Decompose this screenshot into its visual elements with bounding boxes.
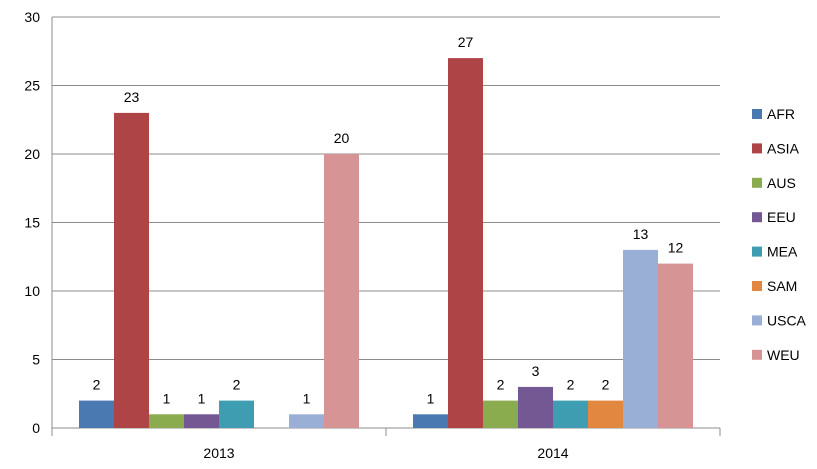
bar-asia-2013 [114, 112, 149, 429]
legend-label-weu: WEU [767, 347, 800, 363]
bar-usca-2014 [623, 249, 658, 428]
legend-swatch-eeu [752, 212, 762, 223]
data-label-weu-2013: 20 [334, 130, 350, 146]
y-tick-label: 15 [24, 215, 40, 231]
data-label-eeu-2014: 3 [532, 363, 540, 379]
data-label-aus-2014: 2 [497, 377, 505, 393]
data-label-mea-2014: 2 [567, 377, 575, 393]
bar-weu-2014 [658, 263, 693, 428]
data-label-usca-2014: 13 [633, 226, 649, 242]
data-label-asia-2014: 27 [458, 34, 474, 50]
legend-swatch-mea [752, 246, 762, 257]
legend-label-usca: USCA [767, 312, 807, 328]
legend-label-aus: AUS [767, 175, 796, 191]
bars [79, 58, 693, 429]
y-tick-label: 30 [24, 9, 40, 25]
legend-label-afr: AFR [767, 106, 795, 122]
bar-mea-2014 [553, 400, 588, 428]
gridlines [52, 16, 720, 429]
bar-afr-2014 [413, 414, 448, 428]
bar-afr-2013 [79, 400, 114, 428]
bar-sam-2014 [588, 400, 623, 428]
legend-swatch-afr [752, 109, 762, 119]
legend: AFR ASIA AUS EEU MEA SAM USCA WEU [752, 106, 807, 363]
legend-swatch-weu [752, 349, 762, 360]
data-label-usca-2013: 1 [303, 390, 311, 406]
bar-mea-2013 [219, 400, 254, 428]
legend-swatch-sam [752, 281, 762, 291]
data-label-weu-2014: 12 [668, 240, 684, 256]
y-tick-label: 25 [24, 78, 40, 94]
legend-label-asia: ASIA [767, 140, 800, 156]
y-tick-label: 0 [32, 420, 40, 436]
legend-label-eeu: EEU [767, 209, 796, 225]
bar-asia-2014 [448, 58, 483, 428]
data-label-sam-2014: 2 [602, 377, 610, 393]
bar-usca-2013 [289, 414, 324, 428]
y-tick-label: 20 [24, 146, 40, 162]
bar-weu-2013 [324, 154, 359, 428]
y-axis: 0 5 10 15 20 25 30 [24, 9, 53, 436]
legend-swatch-aus [752, 177, 762, 188]
bar-eeu-2013 [184, 414, 219, 428]
legend-swatch-asia [752, 143, 762, 154]
data-label-mea-2013: 2 [233, 377, 241, 393]
legend-label-sam: SAM [767, 278, 797, 294]
x-tick-label-2013: 2013 [203, 445, 234, 461]
bar-aus-2014 [483, 400, 518, 428]
legend-label-mea: MEA [767, 244, 798, 260]
bar-eeu-2014 [518, 386, 553, 428]
y-tick-label: 5 [32, 352, 40, 368]
bar-aus-2013 [149, 414, 184, 428]
x-tick-label-2014: 2014 [537, 445, 568, 461]
data-label-asia-2013: 23 [124, 89, 140, 105]
data-label-eeu-2013: 1 [198, 390, 206, 406]
data-label-afr-2013: 2 [93, 377, 101, 393]
y-tick-label: 10 [24, 283, 40, 299]
legend-swatch-usca [752, 315, 762, 326]
data-label-afr-2014: 1 [427, 390, 435, 406]
x-axis: 2013 2014 [51, 427, 721, 461]
data-label-aus-2013: 1 [163, 390, 171, 406]
